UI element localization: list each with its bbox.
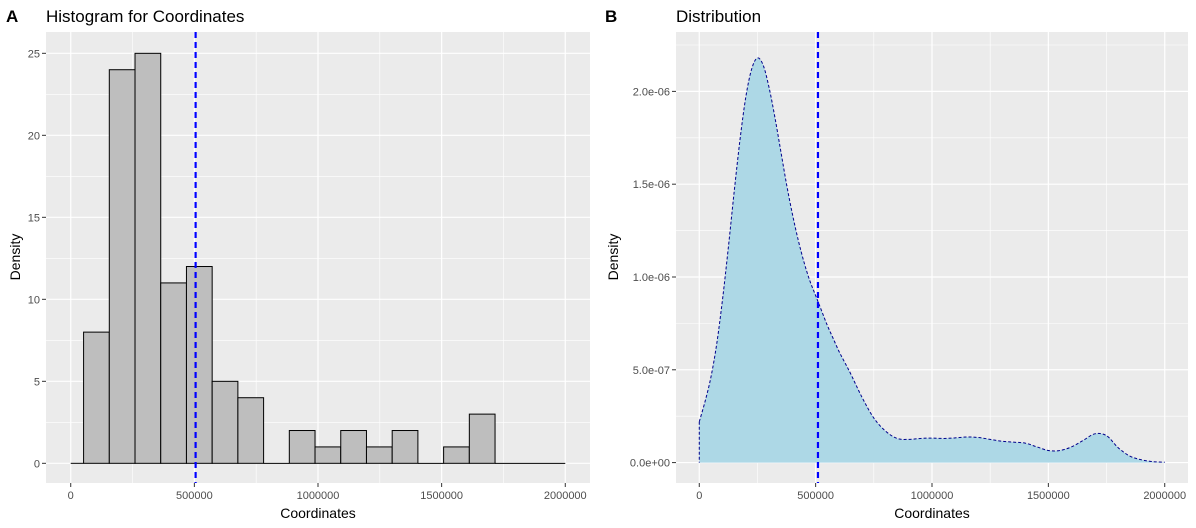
histogram-bars bbox=[70, 52, 566, 464]
x-tick-label: 1500000 bbox=[1027, 490, 1070, 502]
x-tick-label: 500000 bbox=[797, 490, 834, 502]
panel-tag-b: B bbox=[605, 7, 617, 26]
histogram-bar bbox=[340, 430, 367, 464]
histogram-bar bbox=[211, 380, 239, 464]
histogram-bar bbox=[314, 446, 342, 464]
y-tick-label: 15 bbox=[28, 212, 40, 224]
histogram-bar bbox=[365, 446, 393, 464]
histogram-bar bbox=[134, 52, 162, 464]
histogram-x-axis-label: Coordinates bbox=[280, 505, 356, 521]
density-y-axis-label: Density bbox=[605, 234, 621, 281]
density-curve bbox=[698, 57, 1165, 463]
y-tick-label: 20 bbox=[28, 130, 40, 142]
x-tick-label: 2000000 bbox=[1143, 490, 1186, 502]
x-tick-label: 1000000 bbox=[911, 490, 954, 502]
histogram-bar bbox=[160, 282, 187, 464]
panel-tag-a: A bbox=[6, 7, 18, 26]
histogram-y-ticks: 0 5 10 15 20 25 bbox=[28, 48, 46, 470]
histogram-bar bbox=[391, 430, 419, 464]
y-tick-label: 5.0e-07 bbox=[633, 365, 670, 377]
histogram-panel: A Histogram for Coordinates 0 500000 10000… bbox=[6, 7, 590, 521]
x-tick-label: 500000 bbox=[176, 490, 213, 502]
y-tick-label: 10 bbox=[28, 294, 40, 306]
histogram-y-axis-label: Density bbox=[7, 234, 23, 281]
histogram-bar bbox=[185, 266, 213, 464]
density-x-axis-label: Coordinates bbox=[894, 505, 970, 521]
histogram-x-ticks: 0 500000 1000000 1500000 2000000 bbox=[68, 483, 587, 502]
y-tick-label: 1.5e-06 bbox=[633, 179, 670, 191]
y-tick-label: 5 bbox=[34, 376, 40, 388]
density-x-ticks: 0 500000 1000000 1500000 2000000 bbox=[696, 483, 1186, 502]
histogram-title: Histogram for Coordinates bbox=[46, 7, 244, 26]
y-tick-label: 0.0e+00 bbox=[630, 458, 670, 470]
y-tick-label: 0 bbox=[34, 458, 40, 470]
density-line bbox=[698, 57, 1165, 463]
x-tick-label: 0 bbox=[696, 490, 702, 502]
histogram-bar bbox=[237, 397, 265, 464]
density-area bbox=[699, 57, 1165, 463]
x-tick-label: 2000000 bbox=[544, 490, 587, 502]
density-panel: B Distribution 0 500000 1000000 1500000 2000… bbox=[605, 7, 1188, 521]
density-y-ticks: 0.0e+00 5.0e-07 1.0e-06 1.5e-06 2.0e-06 bbox=[630, 86, 676, 470]
x-tick-label: 0 bbox=[68, 490, 74, 502]
x-tick-label: 1000000 bbox=[297, 490, 340, 502]
y-tick-label: 2.0e-06 bbox=[633, 86, 670, 98]
histogram-bar bbox=[108, 69, 136, 464]
y-tick-label: 25 bbox=[28, 48, 40, 60]
histogram-bar bbox=[443, 446, 470, 464]
x-tick-label: 1500000 bbox=[420, 490, 463, 502]
histogram-bar bbox=[468, 413, 496, 464]
histogram-bar bbox=[83, 331, 110, 464]
histogram-bar bbox=[288, 430, 316, 464]
y-tick-label: 1.0e-06 bbox=[633, 272, 670, 284]
density-title: Distribution bbox=[676, 7, 761, 26]
